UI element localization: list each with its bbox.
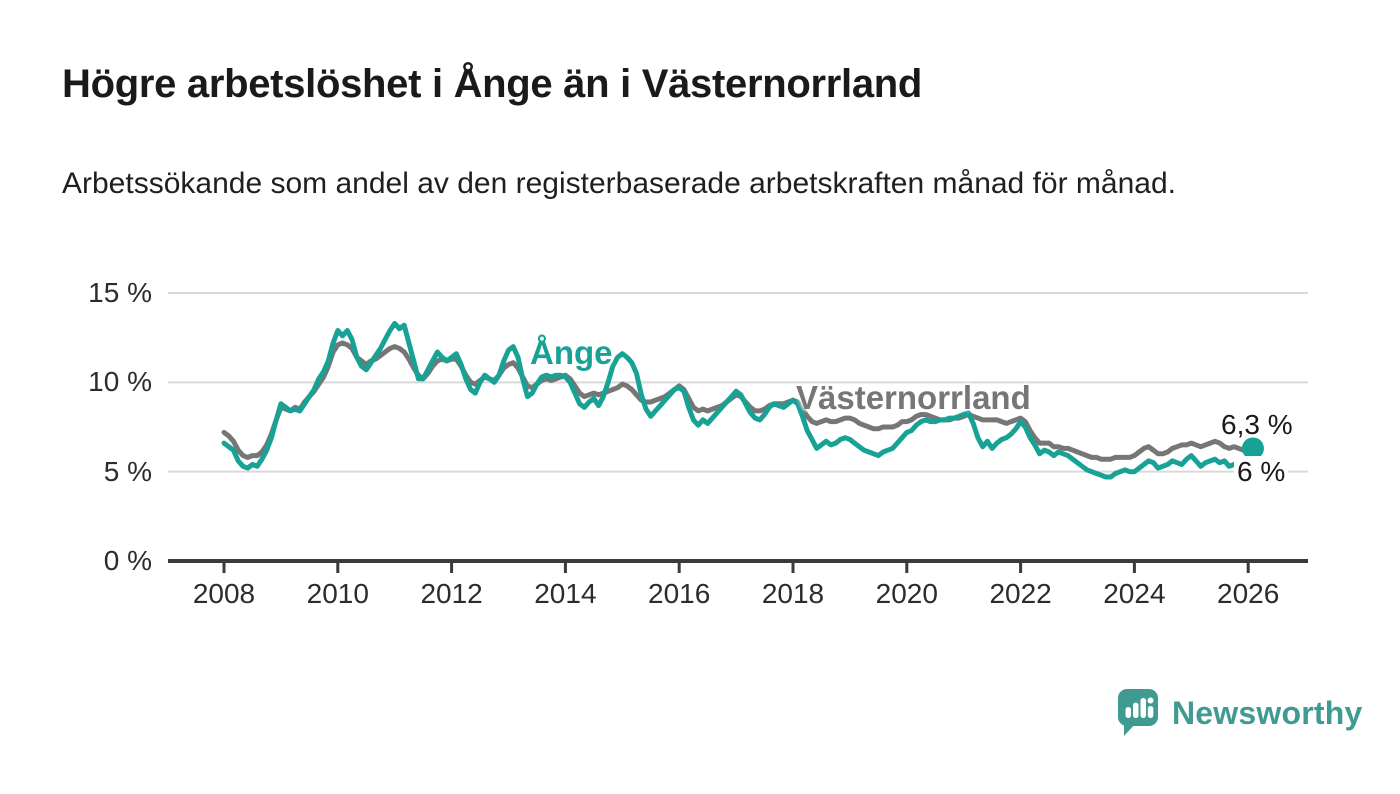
newsworthy-logo-icon [1118,689,1158,736]
chart-subtitle: Arbetssökande som andel av den registerb… [62,167,1176,200]
x-tick-label: 2014 [534,578,597,609]
x-tick-label: 2016 [648,578,711,609]
series-label-vasternorrland: Västernorrland [796,379,1031,416]
series-line-ånge [221,320,1256,480]
x-tick-label: 2008 [192,578,256,609]
x-tick-label: 2012 [420,578,483,609]
series-line-västernorrland [221,340,1256,462]
x-tick-label: 2022 [989,578,1052,609]
end-value-label-ange: 6,3 % [1221,409,1293,440]
x-tick-label: 2026 [1217,578,1280,609]
y-tick-label: 5 % [103,455,152,487]
y-tick-label: 15 % [88,276,152,308]
end-value-label-vasternorrland: 6 % [1234,456,1289,488]
chart-title: Högre arbetslöshet i Ånge än i Västernor… [62,62,923,106]
x-tick-label: 2024 [1103,578,1166,609]
brand-footer: Newsworthy [1117,688,1362,738]
y-tick-label: 10 % [88,366,152,398]
series-label-ange: Ånge [530,334,613,371]
x-tick-label: 2020 [875,578,938,609]
y-tick-label: 0 % [103,545,152,576]
x-tick-label: 2018 [761,578,825,609]
brand-name: Newsworthy [1172,694,1363,731]
x-tick-label: 2010 [306,578,369,609]
end-point-marker [1241,437,1264,460]
